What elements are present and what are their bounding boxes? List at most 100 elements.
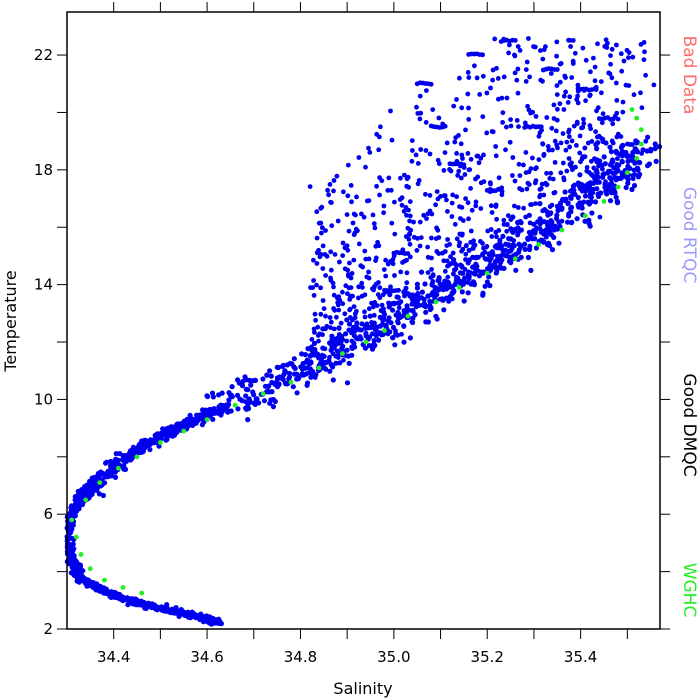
- data-point: [513, 267, 519, 273]
- wghc-point: [260, 391, 266, 397]
- data-point: [407, 213, 413, 219]
- data-point: [331, 306, 336, 311]
- data-point: [74, 506, 80, 512]
- data-point: [580, 45, 586, 51]
- data-point: [318, 220, 324, 226]
- data-point: [618, 51, 624, 57]
- wghc-point: [73, 534, 79, 540]
- data-point: [360, 285, 365, 290]
- data-point: [362, 309, 367, 315]
- data-point: [544, 115, 550, 120]
- data-point: [226, 397, 232, 403]
- data-point: [395, 318, 400, 324]
- data-point: [572, 182, 577, 188]
- data-point: [344, 380, 351, 386]
- data-point: [421, 212, 427, 218]
- data-point: [475, 174, 481, 180]
- data-point: [533, 201, 538, 207]
- data-point: [540, 56, 546, 62]
- data-point: [602, 184, 608, 190]
- data-point: [477, 92, 483, 97]
- data-point: [466, 276, 472, 281]
- data-point: [366, 256, 372, 262]
- data-point: [94, 476, 100, 482]
- data-point: [583, 57, 589, 63]
- data-point: [313, 317, 318, 323]
- data-point: [348, 275, 354, 281]
- data-point: [386, 315, 392, 321]
- data-point: [433, 313, 439, 319]
- data-point: [216, 409, 222, 415]
- data-point: [512, 38, 518, 43]
- data-point: [527, 246, 533, 253]
- data-point: [571, 187, 577, 193]
- y-tick-label: 14: [34, 276, 53, 294]
- wghc-point: [120, 585, 126, 590]
- data-point: [71, 562, 77, 569]
- data-point: [508, 248, 514, 253]
- wghc-point: [634, 156, 640, 161]
- data-point: [387, 292, 393, 298]
- data-point: [381, 203, 387, 209]
- data-point: [485, 266, 491, 272]
- data-point: [510, 155, 516, 160]
- data-point: [484, 90, 490, 96]
- data-point: [291, 356, 297, 362]
- data-point: [607, 187, 613, 193]
- data-point: [445, 237, 450, 242]
- data-point: [266, 383, 272, 389]
- data-point: [160, 426, 166, 432]
- data-point: [540, 141, 545, 147]
- data-point: [553, 128, 559, 134]
- data-point: [320, 298, 326, 303]
- data-point: [614, 164, 620, 170]
- data-point: [407, 254, 413, 260]
- data-point: [599, 162, 605, 168]
- data-point: [362, 314, 368, 320]
- data-point: [607, 71, 613, 77]
- y-tick-label: 22: [34, 46, 53, 64]
- data-point: [345, 267, 351, 273]
- data-point: [594, 168, 600, 173]
- data-point: [540, 208, 546, 214]
- data-point: [480, 73, 486, 79]
- data-point: [452, 139, 458, 145]
- data-point: [550, 147, 555, 153]
- data-point: [552, 160, 558, 165]
- data-point: [309, 344, 314, 350]
- data-point: [493, 153, 499, 159]
- data-point: [501, 222, 507, 227]
- data-point: [193, 614, 199, 621]
- data-point: [366, 335, 372, 340]
- data-point: [519, 187, 525, 193]
- data-point: [462, 172, 468, 177]
- data-point: [521, 162, 526, 168]
- data-point: [330, 364, 336, 370]
- data-point: [349, 199, 354, 205]
- data-point: [507, 42, 512, 48]
- data-point: [625, 141, 630, 147]
- data-point: [367, 150, 373, 155]
- data-point: [308, 360, 314, 365]
- data-point: [538, 77, 544, 83]
- data-point: [397, 197, 403, 202]
- data-point: [593, 129, 598, 135]
- data-point: [529, 202, 535, 207]
- data-point: [458, 175, 464, 181]
- data-point: [563, 196, 569, 202]
- data-point: [608, 177, 614, 183]
- data-point: [311, 340, 318, 346]
- data-point: [380, 306, 386, 312]
- data-point: [548, 170, 554, 176]
- data-point: [335, 302, 341, 308]
- data-point: [312, 330, 317, 335]
- data-point: [449, 200, 455, 206]
- data-point: [528, 166, 534, 172]
- data-point: [597, 214, 603, 220]
- data-point: [418, 110, 424, 116]
- data-point: [127, 449, 133, 455]
- data-point: [327, 182, 333, 187]
- wghc-point: [484, 270, 490, 276]
- data-point: [85, 488, 92, 494]
- data-point: [328, 319, 334, 325]
